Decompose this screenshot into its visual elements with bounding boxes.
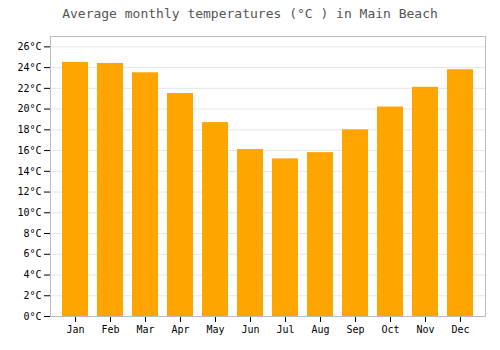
svg-text:Nov: Nov <box>416 324 434 335</box>
svg-text:16°C: 16°C <box>17 145 41 156</box>
svg-text:12°C: 12°C <box>17 186 41 197</box>
svg-text:May: May <box>206 324 224 335</box>
svg-text:6°C: 6°C <box>23 248 41 259</box>
svg-text:18°C: 18°C <box>17 124 41 135</box>
svg-text:4°C: 4°C <box>23 269 41 280</box>
svg-text:2°C: 2°C <box>23 290 41 301</box>
svg-text:Oct: Oct <box>381 324 399 335</box>
svg-text:Mar: Mar <box>136 324 154 335</box>
svg-text:Jul: Jul <box>276 324 294 335</box>
svg-text:8°C: 8°C <box>23 228 41 239</box>
svg-text:Dec: Dec <box>451 324 469 335</box>
svg-text:Jan: Jan <box>66 324 84 335</box>
svg-text:10°C: 10°C <box>17 207 41 218</box>
svg-text:Jun: Jun <box>241 324 259 335</box>
svg-text:22°C: 22°C <box>17 83 41 94</box>
svg-text:24°C: 24°C <box>17 62 41 73</box>
svg-text:0°C: 0°C <box>23 311 41 322</box>
svg-text:26°C: 26°C <box>17 41 41 52</box>
svg-text:Aug: Aug <box>311 324 329 335</box>
svg-text:Feb: Feb <box>101 324 119 335</box>
svg-text:20°C: 20°C <box>17 103 41 114</box>
html-text:Average monthly temperatures (: Average monthly temperatures (°C ) in Ma… <box>62 6 438 21</box>
svg-text:Apr: Apr <box>171 324 189 335</box>
svg-text:14°C: 14°C <box>17 166 41 177</box>
svg-text:Sep: Sep <box>346 324 364 335</box>
